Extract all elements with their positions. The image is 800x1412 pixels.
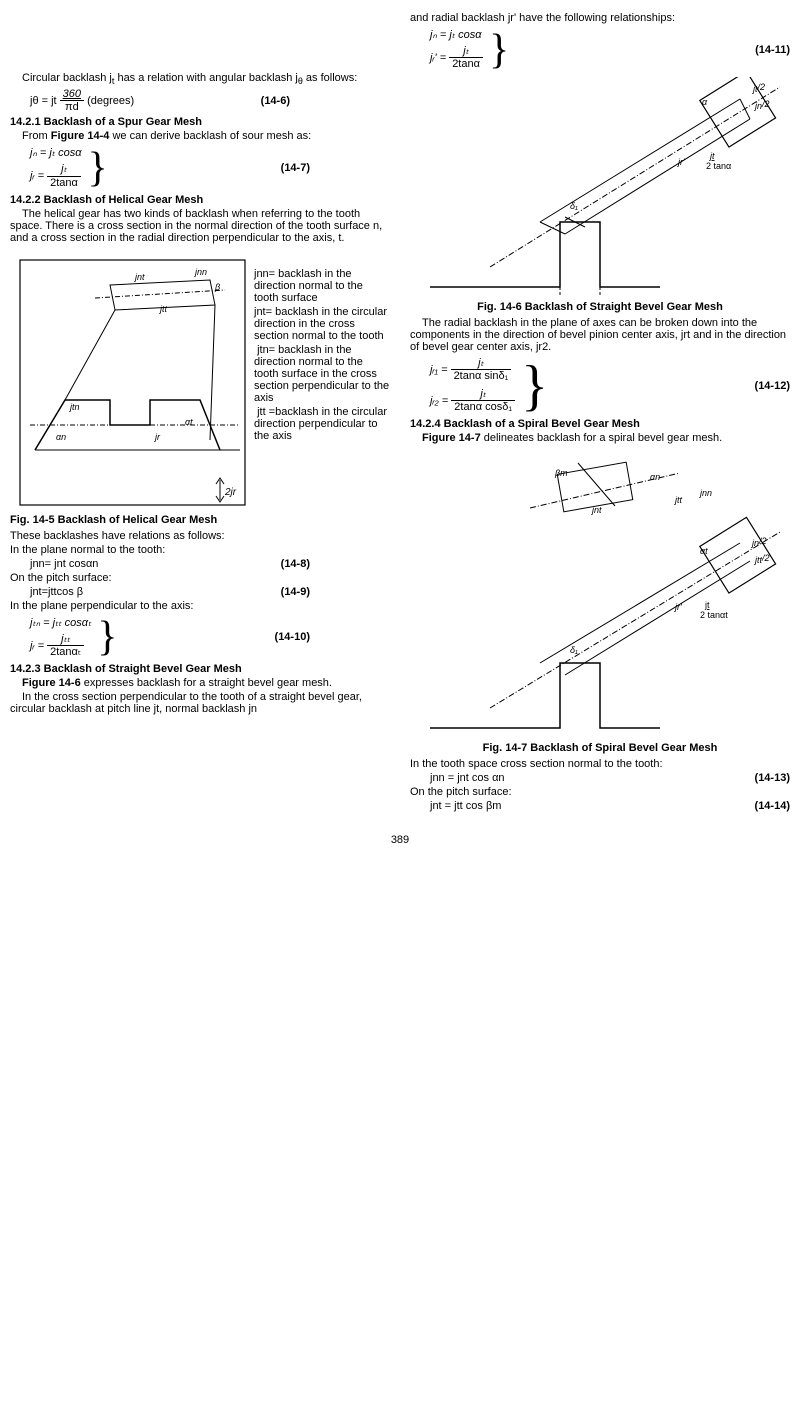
left-p4: These backlashes have relations as follo…: [10, 530, 390, 542]
fig5-jr: jr: [154, 432, 161, 442]
eq11b: jᵣ' = jₜ2tanα: [430, 45, 483, 71]
eq-14-13: jnn = jnt cos αn (14-13): [410, 772, 790, 784]
right-p2: The radial backlash in the plane of axes…: [410, 317, 790, 353]
fig7-jtt: jtt: [674, 495, 683, 505]
eq12a: jᵣ₁ = jₜ2tanα sinδ₁: [430, 357, 515, 383]
left-p3: The helical gear has two kinds of backla…: [10, 208, 390, 244]
eqnum13: (14-13): [755, 772, 790, 784]
fig5-jnt: jnt: [134, 272, 145, 282]
eq-14-11: jₙ = jₜ cosα jᵣ' = jₜ2tanα } (14-11): [410, 26, 790, 73]
fig5-jtn: jtn: [69, 402, 80, 412]
fig7-beta: βm: [554, 468, 568, 478]
h2: 14.2.2 Backlash of Helical Gear Mesh: [10, 194, 390, 206]
h1: 14.2.1 Backlash of a Spur Gear Mesh: [10, 116, 390, 128]
fig5-2jr: 2jr: [224, 487, 237, 498]
eq11a: jₙ = jₜ cosα: [430, 28, 483, 41]
right-column: and radial backlash jr' have the followi…: [410, 10, 790, 814]
eq-14-9: jnt=jttcos β (14-9): [10, 586, 390, 598]
definitions: jnn= backlash in the direction normal to…: [250, 246, 390, 528]
eq-14-8: jnn= jnt cosαn (14-8): [10, 558, 390, 570]
eqnum6: (14-6): [261, 95, 290, 107]
def-jtn: jtn= backlash in the direction normal to…: [254, 344, 390, 404]
eq-14-12: jᵣ₁ = jₜ2tanα sinδ₁ jᵣ₂ = jₜ2tanα cosδ₁ …: [410, 355, 790, 416]
right-p3: Figure 14-7 delineates backlash for a sp…: [410, 432, 790, 444]
fig5-jnn: jnn: [194, 267, 207, 277]
eqnum7: (14-7): [281, 162, 310, 174]
fig7-caption: Fig. 14-7 Backlash of Spiral Bevel Gear …: [410, 742, 790, 754]
fig7-an: αn: [650, 472, 660, 482]
fig6-twotan: jt: [709, 151, 715, 161]
fig6-delta1: δ₁: [570, 201, 578, 211]
page-number: 389: [10, 834, 790, 846]
brace-12: }: [521, 358, 548, 414]
fig7-twotan: jt: [704, 600, 710, 610]
eqnum11: (14-11): [755, 44, 790, 56]
figure-14-5: jnt jnn β jtt jtn αn αt jr: [10, 250, 250, 510]
brace-7: }: [88, 147, 108, 189]
eq-14-6: jθ = jt 360πd (degrees) (14-6): [10, 88, 390, 114]
left-p8: Figure 14-6 expresses backlash for a str…: [10, 677, 390, 689]
eqnum8: (14-8): [281, 558, 310, 570]
right-p4: In the tooth space cross section normal …: [410, 758, 790, 770]
def-jnn: jnn= backlash in the direction normal to…: [254, 268, 390, 304]
eq-14-7: jₙ = jₜ cosα jᵣ = jₜ2tanα } (14-7): [10, 144, 390, 191]
fig6-jt2a: jt/2: [752, 82, 765, 94]
fig7-jnn: jnn: [699, 488, 712, 498]
eq-14-14: jnt = jtt cos βm (14-14): [410, 800, 790, 812]
fig7-at: αt: [700, 546, 708, 556]
fig6-caption: Fig. 14-6 Backlash of Straight Bevel Gea…: [410, 301, 790, 313]
figure-14-6: δ₁ jt/2 jn/2 α jt 2 tanα jr': [410, 77, 780, 297]
left-p2: From Figure 14-4 we can derive backlash …: [10, 130, 390, 142]
def-jnt: jnt= backlash in the circular direction …: [254, 306, 390, 342]
eq12b: jᵣ₂ = jₜ2tanα cosδ₁: [430, 388, 515, 414]
fig5-an: αn: [56, 432, 66, 442]
fig5-jtt: jtt: [159, 304, 168, 314]
left-p9: In the cross section perpendicular to th…: [10, 691, 390, 715]
left-p1: Circular backlash jt has a relation with…: [10, 72, 390, 86]
eqnum12: (14-12): [755, 380, 790, 392]
fig6-alpha: α: [702, 97, 708, 107]
fig7-jnt: jnt: [591, 505, 602, 515]
eqnum10: (14-10): [275, 631, 310, 643]
eqnum14: (14-14): [755, 800, 790, 812]
brace-10: }: [97, 616, 117, 658]
fig5-at: αt: [185, 417, 193, 427]
eq7b: jᵣ = jₜ2tanα: [30, 163, 82, 189]
h3: 14.2.3 Backlash of Straight Bevel Gear M…: [10, 663, 390, 675]
fig6-jn2: jn/2: [754, 99, 770, 111]
fig5-beta: β: [214, 282, 220, 292]
fig7-jr: jr': [674, 602, 682, 612]
fig6-jr: jr': [677, 157, 685, 167]
fig7-twotan2: 2 tanαt: [700, 610, 728, 620]
left-p7: In the plane perpendicular to the axis:: [10, 600, 390, 612]
figure-14-7: βm αn jnt jtt jnn δ₁ jn/2 jtt/2 αt jt 2 …: [410, 448, 780, 738]
fig7-jt2: jtt/2: [754, 553, 770, 565]
right-p1: and radial backlash jr' have the followi…: [410, 12, 790, 24]
left-column: Circular backlash jt has a relation with…: [10, 10, 390, 717]
eq-14-10: jₜₙ = jₜₜ cosαₜ jᵣ = jₜₜ2tanαₜ } (14-10): [10, 614, 390, 661]
left-p6: On the pitch surface:: [10, 572, 390, 584]
brace-11: }: [489, 29, 509, 71]
helical-layout: jnt jnn β jtt jtn αn αt jr: [10, 246, 390, 528]
eq10a: jₜₙ = jₜₜ cosαₜ: [30, 616, 91, 629]
h4: 14.2.4 Backlash of a Spiral Bevel Gear M…: [410, 418, 790, 430]
left-p5: In the plane normal to the tooth:: [10, 544, 390, 556]
fig5-caption: Fig. 14-5 Backlash of Helical Gear Mesh: [10, 514, 250, 526]
fig7-delta: δ₁: [570, 645, 578, 655]
fig6-twotan2: 2 tanα: [706, 161, 731, 171]
eq7a: jₙ = jₜ cosα: [30, 146, 82, 159]
eqnum9: (14-9): [281, 586, 310, 598]
eq10b: jᵣ = jₜₜ2tanαₜ: [30, 633, 91, 659]
def-jtt: jtt =backlash in the circular direction …: [254, 406, 390, 442]
right-p5: On the pitch surface:: [410, 786, 790, 798]
